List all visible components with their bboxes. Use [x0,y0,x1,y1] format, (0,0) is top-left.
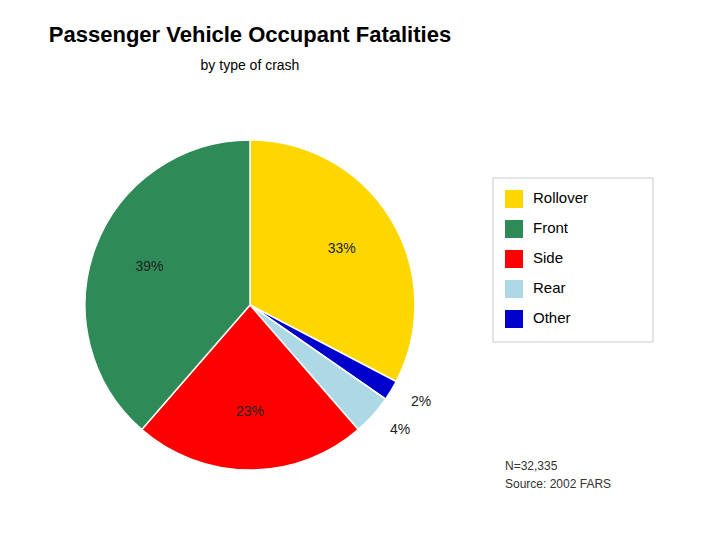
legend-label: Front [533,219,569,236]
data-label: 4% [390,421,410,437]
legend-item: Rollover [505,189,588,208]
note-line: N=32,335 [505,459,558,473]
legend-swatch [505,220,523,238]
data-label: 23% [236,403,264,419]
note: N=32,335 Source: 2002 FARS [505,459,611,491]
title: Passenger Vehicle Occupant Fatalities [49,22,451,47]
legend-item: Side [505,249,563,268]
legend-frame [493,178,653,342]
legend-swatch [505,250,523,268]
pie: 33% 2%4% 23% 39% [85,140,431,470]
legend-swatch [505,280,523,298]
legend-item: Other [505,309,571,328]
legend-label: Other [533,309,571,326]
data-label: 39% [136,258,164,274]
legend-label: Rollover [533,189,588,206]
data-label: 2% [411,393,431,409]
legend-item: Front [505,219,569,238]
legend-swatch [505,310,523,328]
chart: Passenger Vehicle Occupant Fatalities by … [0,0,720,540]
legend: Rollover Front Side Rear Other [493,178,653,342]
pie-slice [85,140,250,430]
note-line: Source: 2002 FARS [505,477,611,491]
subtitle: by type of crash [201,57,300,73]
legend-label: Side [533,249,563,266]
legend-swatch [505,190,523,208]
data-label: 33% [328,240,356,256]
legend-label: Rear [533,279,566,296]
legend-item: Rear [505,279,566,298]
